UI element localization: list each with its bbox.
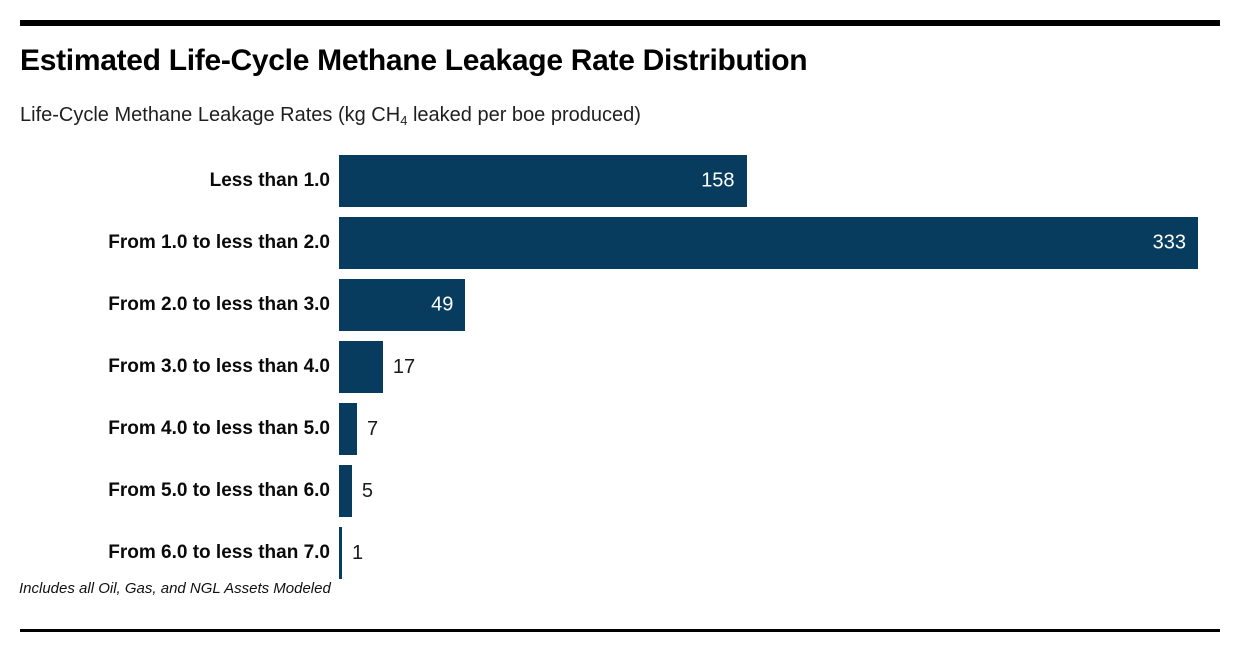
chart-subtitle: Life-Cycle Methane Leakage Rates (kg CH4… [20, 104, 641, 128]
value-label-inside: 158 [701, 169, 735, 192]
value-label-inside: 333 [1152, 231, 1186, 254]
bar [339, 403, 358, 455]
bar: 333 [339, 217, 1198, 269]
value-label-inside: 49 [431, 293, 454, 316]
category-label: From 3.0 to less than 4.0 [108, 356, 330, 377]
category-label: From 5.0 to less than 6.0 [108, 480, 330, 501]
chart-title: Estimated Life-Cycle Methane Leakage Rat… [20, 44, 808, 77]
bar: 49 [339, 279, 466, 331]
bar-track: 7 [339, 403, 1198, 455]
bar-track: 49 [339, 279, 1198, 331]
chart-footnote: Includes all Oil, Gas, and NGL Assets Mo… [19, 580, 331, 597]
bar-row: From 4.0 to less than 5.0 7 [20, 398, 1220, 460]
chart-subtitle-subscript: 4 [400, 113, 408, 128]
category-label: From 1.0 to less than 2.0 [108, 232, 330, 253]
bar-track: 333 [339, 217, 1198, 269]
bar-rows: Less than 1.0 158 From 1.0 to less than … [20, 150, 1220, 584]
bar-row: From 3.0 to less than 4.0 17 [20, 336, 1220, 398]
bottom-rule [20, 629, 1220, 632]
bar: 158 [339, 155, 747, 207]
value-label-outside: 5 [361, 479, 374, 502]
bar-row: From 6.0 to less than 7.0 1 [20, 522, 1220, 584]
value-label-outside: 1 [352, 541, 364, 564]
bar [339, 341, 383, 393]
bar-row: From 2.0 to less than 3.0 49 [20, 274, 1220, 336]
value-label-outside: 7 [367, 417, 379, 440]
bar-row: Less than 1.0 158 [20, 150, 1220, 212]
chart-subtitle-suffix: leaked per boe produced) [407, 104, 641, 126]
bar-track: 1 [339, 527, 1198, 579]
category-label: From 2.0 to less than 3.0 [108, 294, 330, 315]
bar [339, 527, 342, 579]
bar-row: From 1.0 to less than 2.0 333 [20, 212, 1220, 274]
bar [339, 465, 352, 517]
chart-subtitle-prefix: Life-Cycle Methane Leakage Rates (kg CH [20, 104, 401, 126]
top-rule [20, 20, 1220, 26]
bar-track: 17 [339, 341, 1198, 393]
value-label-outside: 17 [392, 355, 416, 378]
bar-row: From 5.0 to less than 6.0 5 [20, 460, 1220, 522]
bar-track: 158 [339, 155, 1198, 207]
category-label: From 6.0 to less than 7.0 [108, 542, 330, 563]
category-label: From 4.0 to less than 5.0 [108, 418, 330, 439]
category-label: Less than 1.0 [209, 170, 330, 191]
bar-track: 5 [339, 465, 1198, 517]
